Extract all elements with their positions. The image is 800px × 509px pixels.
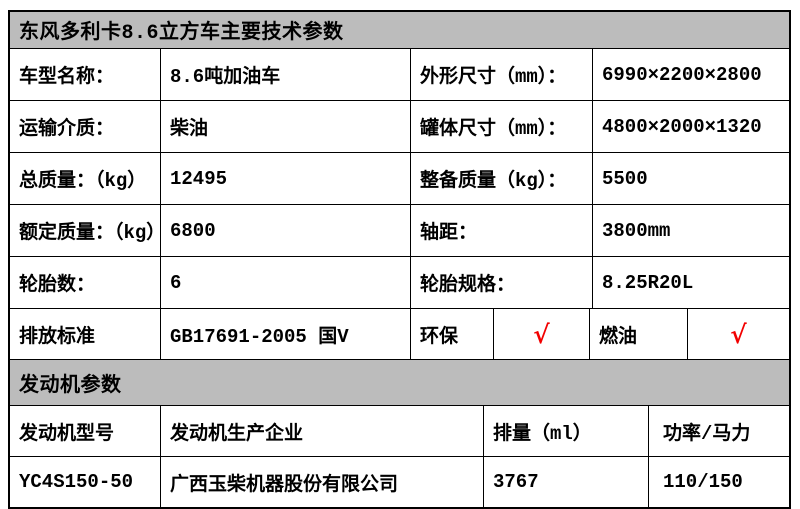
value-rated-weight: 6800 bbox=[160, 205, 410, 256]
value-curb-weight: 5500 bbox=[592, 153, 789, 204]
value-tank-dimensions: 4800×2000×1320 bbox=[592, 101, 789, 152]
spec-row-vehicle: 车型名称： 8.6吨加油车 外形尺寸（mm）： 6990×2200×2800 bbox=[10, 48, 789, 100]
label-dimensions: 外形尺寸（mm）： bbox=[410, 49, 592, 100]
emission-row: 排放标准 GB17691-2005 国V 环保 √ 燃油 √ bbox=[10, 308, 789, 359]
value-emission-standard: GB17691-2005 国V bbox=[160, 309, 410, 359]
engine-section-bar: 发动机参数 bbox=[10, 359, 789, 405]
label-wheelbase: 轴距： bbox=[410, 205, 592, 256]
value-vehicle-model: 8.6吨加油车 bbox=[160, 49, 410, 100]
label-gross-weight: 总质量：（kg） bbox=[19, 170, 147, 192]
value-engine-power: 110/150 bbox=[648, 457, 789, 507]
label-transport-medium: 运输介质： bbox=[19, 118, 115, 140]
value-tire-spec: 8.25R20L bbox=[592, 257, 789, 308]
value-engine-displacement: 3767 bbox=[483, 457, 648, 507]
spec-row-medium: 运输介质： 柴油 罐体尺寸（mm）： 4800×2000×1320 bbox=[10, 100, 789, 152]
spec-row-rated: 额定质量：（kg） 6800 轴距： 3800mm bbox=[10, 204, 789, 256]
engine-header-row: 发动机型号 发动机生产企业 排量（ml） 功率/马力 bbox=[10, 405, 789, 456]
value-transport-medium: 柴油 bbox=[160, 101, 410, 152]
spec-row-weight: 总质量：（kg） 12495 整备质量（kg）： 5500 bbox=[10, 152, 789, 204]
col-engine-manufacturer: 发动机生产企业 bbox=[160, 406, 483, 456]
value-engine-manufacturer: 广西玉柴机器股份有限公司 bbox=[160, 457, 483, 507]
label-fuel: 燃油 bbox=[589, 309, 687, 359]
value-dimensions: 6990×2200×2800 bbox=[592, 49, 789, 100]
label-emission-standard: 排放标准 bbox=[19, 325, 96, 348]
col-engine-power: 功率/马力 bbox=[648, 406, 789, 456]
spec-table: 东风多利卡8.6立方车主要技术参数 车型名称： 8.6吨加油车 外形尺寸（mm）… bbox=[8, 10, 791, 509]
value-engine-model: YC4S150-50 bbox=[19, 471, 134, 493]
label-env: 环保 bbox=[410, 309, 493, 359]
label-vehicle-model: 车型名称： bbox=[19, 66, 115, 88]
col-engine-displacement: 排量（ml） bbox=[483, 406, 648, 456]
label-rated-weight: 额定质量：（kg） bbox=[19, 222, 160, 244]
engine-data-row: YC4S150-50 广西玉柴机器股份有限公司 3767 110/150 bbox=[10, 456, 789, 507]
value-gross-weight: 12495 bbox=[160, 153, 410, 204]
value-wheelbase: 3800mm bbox=[592, 205, 789, 256]
engine-section-title: 发动机参数 bbox=[19, 374, 122, 398]
table-title-bar: 东风多利卡8.6立方车主要技术参数 bbox=[10, 12, 789, 48]
label-tire-count: 轮胎数： bbox=[19, 274, 96, 296]
fuel-check-icon: √ bbox=[687, 309, 789, 359]
value-tire-count: 6 bbox=[160, 257, 410, 308]
label-curb-weight: 整备质量（kg）： bbox=[410, 153, 592, 204]
spec-row-tires: 轮胎数： 6 轮胎规格： 8.25R20L bbox=[10, 256, 789, 308]
label-tank-dimensions: 罐体尺寸（mm）： bbox=[410, 101, 592, 152]
table-title: 东风多利卡8.6立方车主要技术参数 bbox=[19, 22, 344, 45]
col-engine-model: 发动机型号 bbox=[19, 422, 115, 445]
label-tire-spec: 轮胎规格： bbox=[410, 257, 592, 308]
env-check-icon: √ bbox=[493, 309, 589, 359]
